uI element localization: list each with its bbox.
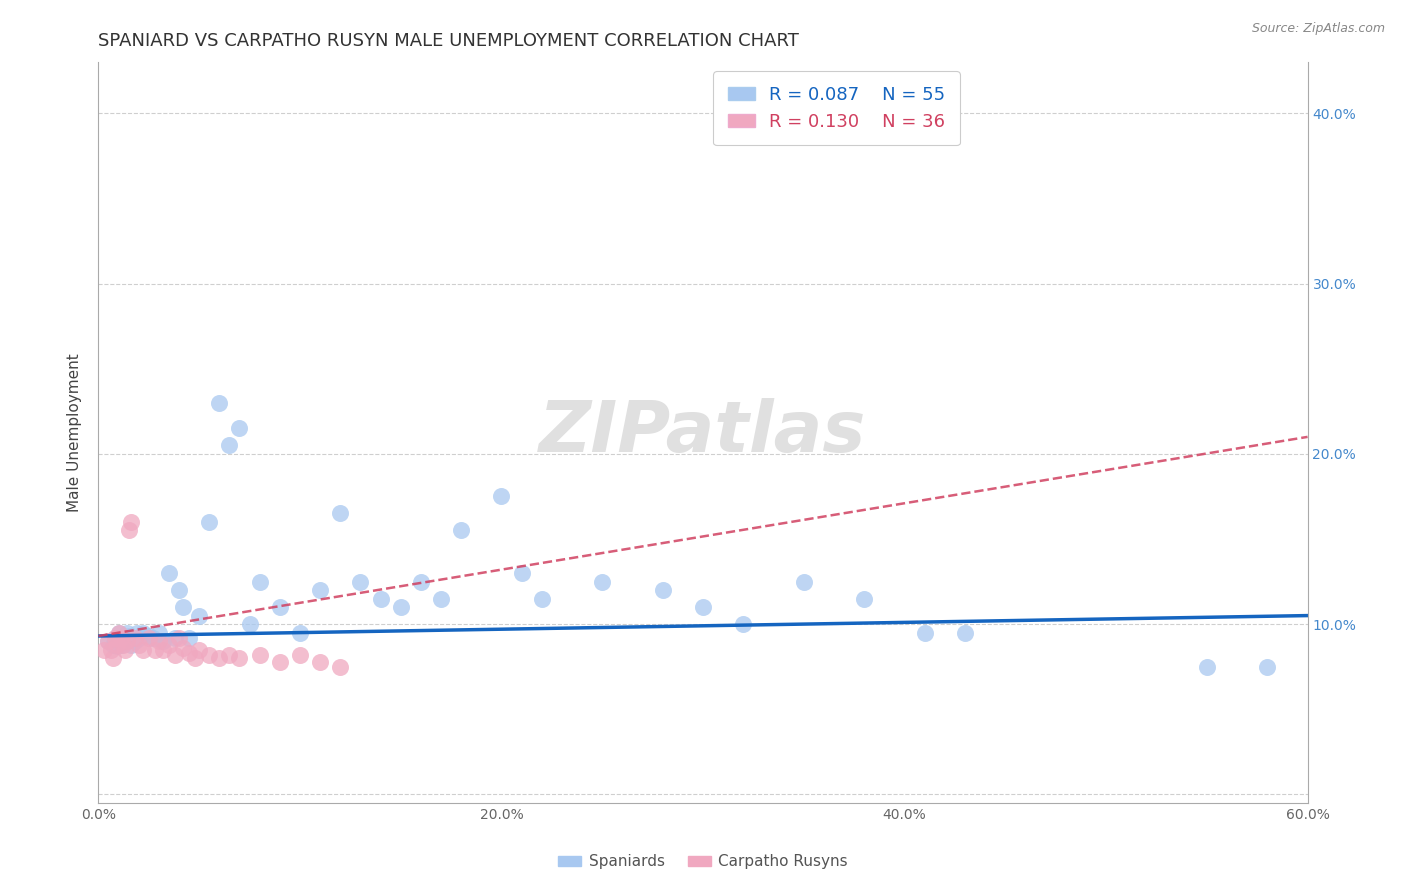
Point <box>143 642 166 657</box>
Point <box>389 600 412 615</box>
Point <box>953 625 976 640</box>
Point <box>329 507 352 521</box>
Point <box>128 631 150 645</box>
Point <box>111 631 134 645</box>
Legend: Spaniards, Carpatho Rusyns: Spaniards, Carpatho Rusyns <box>553 848 853 875</box>
Point <box>198 515 221 529</box>
Point <box>111 638 134 652</box>
Point <box>179 631 201 645</box>
Point <box>120 638 142 652</box>
Point <box>249 648 271 662</box>
Point <box>309 655 332 669</box>
Point <box>172 640 194 655</box>
Point <box>198 648 221 662</box>
Point <box>105 639 128 653</box>
Point <box>152 634 174 648</box>
Point <box>121 631 143 645</box>
Point <box>172 600 194 615</box>
Point <box>228 651 250 665</box>
Point <box>101 638 124 652</box>
Point <box>733 617 755 632</box>
Point <box>124 631 146 645</box>
Point <box>218 438 240 452</box>
Point <box>450 524 472 538</box>
Point <box>163 631 186 645</box>
Point <box>288 648 311 662</box>
Point <box>692 600 714 615</box>
Point <box>309 582 332 597</box>
Point <box>430 591 453 606</box>
Point <box>218 648 240 662</box>
Point <box>179 646 201 660</box>
Point <box>167 582 190 597</box>
Point <box>1195 659 1218 673</box>
Point <box>491 490 513 504</box>
Point <box>208 651 231 665</box>
Point <box>651 582 673 597</box>
Point <box>100 642 122 657</box>
Point <box>115 625 138 640</box>
Point <box>228 421 250 435</box>
Point <box>208 396 231 410</box>
Point <box>114 642 136 657</box>
Point <box>118 629 141 643</box>
Point <box>510 566 533 580</box>
Point <box>120 515 142 529</box>
Point <box>103 631 125 645</box>
Point <box>157 638 180 652</box>
Point <box>115 634 138 648</box>
Legend: R = 0.087    N = 55, R = 0.130    N = 36: R = 0.087 N = 55, R = 0.130 N = 36 <box>713 71 960 145</box>
Point <box>269 600 291 615</box>
Point <box>152 642 174 657</box>
Point <box>329 659 352 673</box>
Point <box>107 625 129 640</box>
Point <box>370 591 392 606</box>
Point <box>93 642 115 657</box>
Point <box>125 625 148 640</box>
Point <box>239 617 262 632</box>
Point <box>138 629 160 643</box>
Point <box>163 648 186 662</box>
Point <box>188 642 211 657</box>
Point <box>97 634 120 648</box>
Point <box>107 625 129 640</box>
Y-axis label: Male Unemployment: Male Unemployment <box>67 353 83 512</box>
Point <box>105 638 128 652</box>
Text: ZIPatlas: ZIPatlas <box>540 398 866 467</box>
Point <box>128 638 150 652</box>
Point <box>132 625 155 640</box>
Point <box>132 642 155 657</box>
Point <box>142 631 165 645</box>
Point <box>118 524 141 538</box>
Point <box>793 574 815 589</box>
Text: SPANIARD VS CARPATHO RUSYN MALE UNEMPLOYMENT CORRELATION CHART: SPANIARD VS CARPATHO RUSYN MALE UNEMPLOY… <box>98 32 799 50</box>
Point <box>349 574 371 589</box>
Point <box>1256 659 1278 673</box>
Point <box>103 631 125 645</box>
Point <box>409 574 432 589</box>
Point <box>157 566 180 580</box>
Point <box>184 651 207 665</box>
Point <box>114 634 136 648</box>
Point <box>188 608 211 623</box>
Point <box>167 631 190 645</box>
Point <box>591 574 613 589</box>
Point <box>148 634 170 648</box>
Point <box>110 638 132 652</box>
Point <box>249 574 271 589</box>
Text: Source: ZipAtlas.com: Source: ZipAtlas.com <box>1251 22 1385 36</box>
Point <box>269 655 291 669</box>
Point <box>914 625 936 640</box>
Point <box>148 625 170 640</box>
Point <box>110 631 132 645</box>
Point <box>138 631 160 645</box>
Point <box>288 625 311 640</box>
Point <box>530 591 553 606</box>
Point <box>124 634 146 648</box>
Point <box>97 634 120 648</box>
Point <box>101 651 124 665</box>
Point <box>853 591 876 606</box>
